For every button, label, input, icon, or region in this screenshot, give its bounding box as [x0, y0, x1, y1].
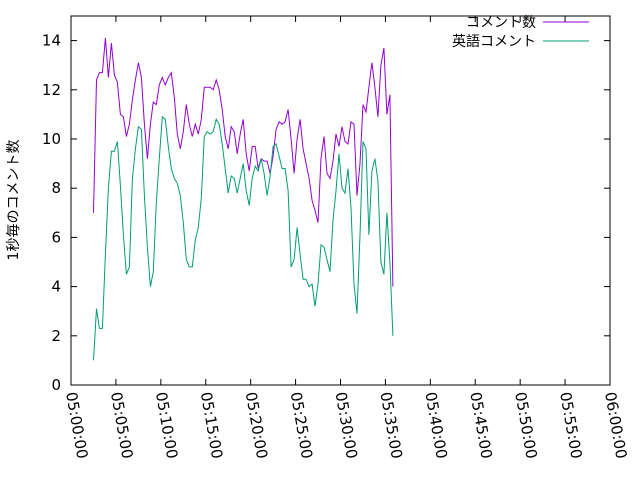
legend-label-english: 英語コメント [452, 33, 536, 50]
y-tick-label: 14 [42, 32, 61, 50]
y-tick-label: 10 [42, 130, 61, 148]
series-line-0 [93, 38, 394, 287]
x-tick-label: 05:00:00 [62, 391, 91, 460]
x-tick-label: 05:05:00 [107, 391, 136, 460]
y-axis-title: 1秒毎のコメント数 [6, 140, 22, 261]
series-line-1 [93, 115, 394, 361]
x-tick-label: 05:45:00 [466, 391, 495, 460]
x-tick-label: 05:40:00 [421, 391, 450, 460]
y-tick-label: 6 [51, 228, 61, 246]
y-tick-label: 2 [51, 327, 61, 345]
x-tick-label: 05:30:00 [332, 391, 361, 460]
legend-label-total: コメント数 [466, 15, 536, 31]
y-axis: 0 2 4 6 8 10 12 14 [42, 32, 610, 394]
x-tick-label: 05:25:00 [287, 391, 316, 460]
x-tick-label: 05:50:00 [511, 391, 540, 460]
y-tick-label: 12 [42, 81, 61, 99]
x-tick-label: 05:20:00 [242, 391, 271, 460]
legend: コメント数 英語コメント [452, 15, 589, 50]
x-tick-label: 05:55:00 [556, 391, 585, 460]
x-tick-label: 05:15:00 [197, 391, 226, 460]
x-tick-label: 06:00:00 [601, 391, 630, 460]
y-tick-label: 8 [51, 179, 61, 197]
x-tick-label: 05:35:00 [376, 391, 405, 460]
x-tick-label: 05:10:00 [152, 391, 181, 460]
y-tick-label: 4 [51, 278, 61, 296]
y-tick-label: 0 [51, 376, 61, 394]
plot-frame [70, 15, 611, 386]
series-lines [93, 38, 394, 361]
